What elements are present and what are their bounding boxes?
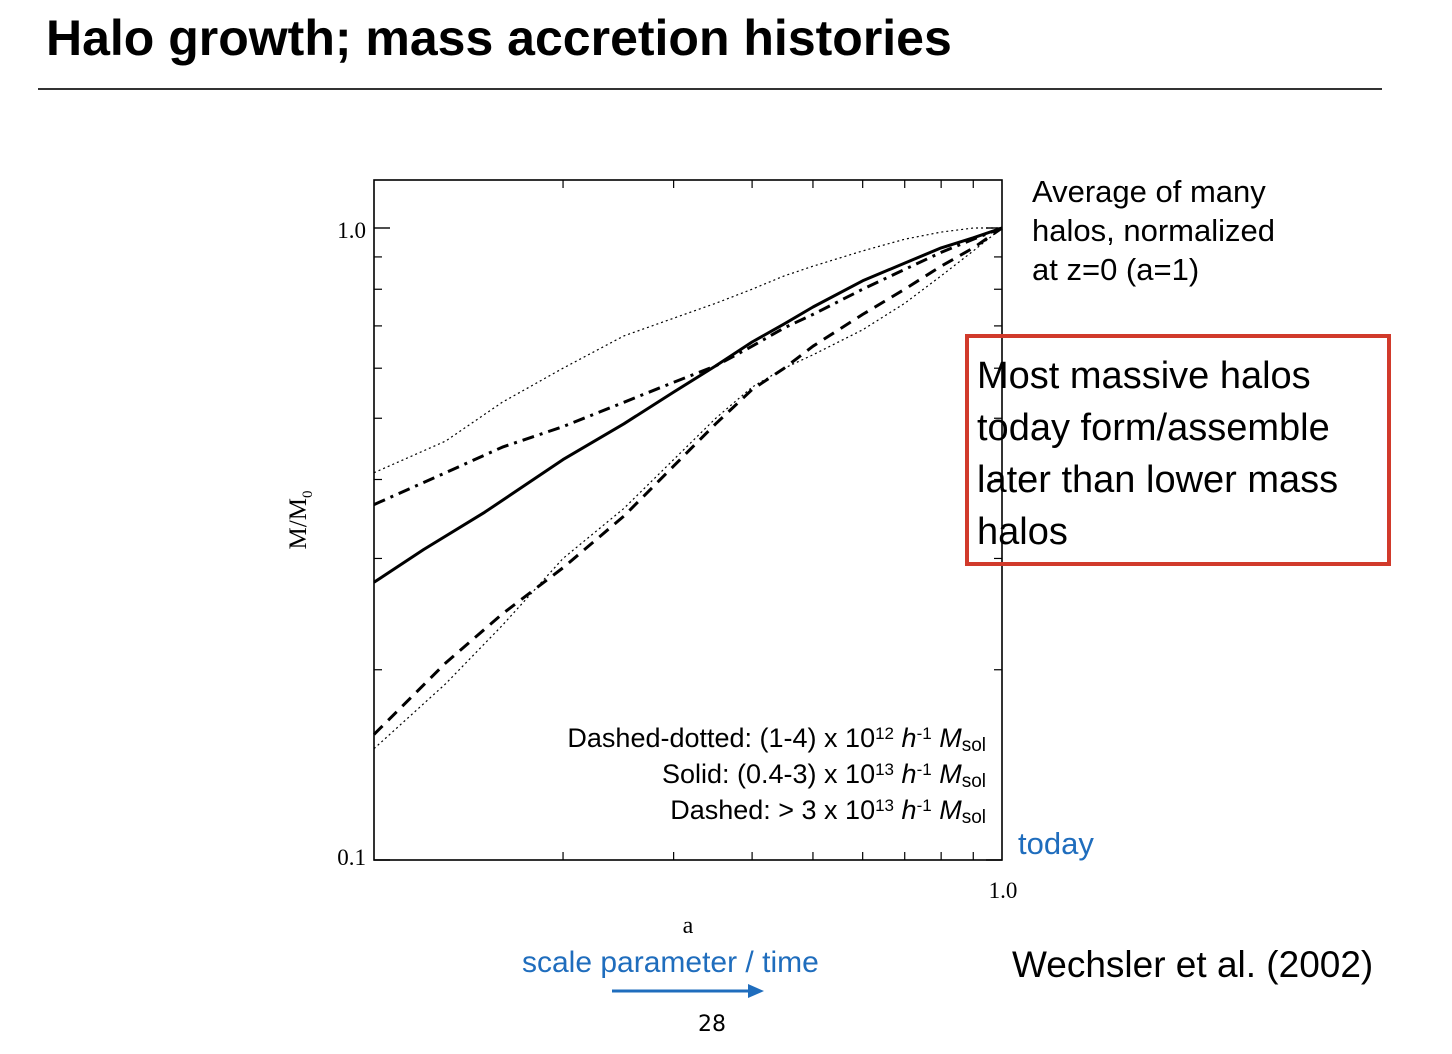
x-axis-label: a bbox=[683, 913, 694, 939]
time-arrow bbox=[612, 984, 764, 998]
normalization-note: Average of many halos, normalized at z=0… bbox=[1032, 174, 1275, 287]
title-divider bbox=[38, 88, 1382, 90]
series-line-solid bbox=[373, 226, 1003, 584]
series-line-dashdot bbox=[373, 226, 1003, 506]
legend-entry-dashed: Dashed: > 3 x 1013 h-1 Msol bbox=[670, 795, 986, 828]
y-tick-label-top: 1.0 bbox=[337, 218, 366, 243]
series-line-dashed bbox=[372, 226, 1003, 736]
citation: Wechsler et al. (2002) bbox=[1012, 944, 1374, 985]
scale-parameter-label: scale parameter / time bbox=[522, 946, 819, 979]
slide-title: Halo growth; mass accretion histories bbox=[46, 10, 952, 66]
series-group bbox=[372, 226, 1003, 750]
today-label: today bbox=[1018, 826, 1094, 861]
y-axis-label-main: M/M bbox=[285, 498, 312, 549]
svg-text:M/M0: M/M0 bbox=[285, 491, 316, 550]
series-line-dotted-upper bbox=[373, 227, 1002, 474]
x-tick-label-right: 1.0 bbox=[989, 878, 1018, 903]
key-finding-callout: Most massive halos today form/assemble l… bbox=[965, 334, 1391, 566]
page-number: 28 bbox=[698, 1012, 726, 1037]
legend: Dashed-dotted: (1-4) x 1012 h-1 Msol Sol… bbox=[567, 723, 986, 828]
y-tick-label-bottom: 0.1 bbox=[337, 845, 366, 870]
series-line-dotted-lower bbox=[373, 227, 1003, 750]
y-axis-label: M/M0 bbox=[285, 491, 316, 550]
axis-ticks bbox=[374, 180, 1002, 861]
legend-entry-dashdot: Dashed-dotted: (1-4) x 1012 h-1 Msol bbox=[567, 723, 986, 756]
plot-frame bbox=[373, 179, 1003, 861]
time-arrow-head bbox=[748, 984, 764, 998]
y-axis-label-subscript: 0 bbox=[300, 491, 316, 499]
legend-entry-solid: Solid: (0.4-3) x 1013 h-1 Msol bbox=[662, 759, 986, 792]
